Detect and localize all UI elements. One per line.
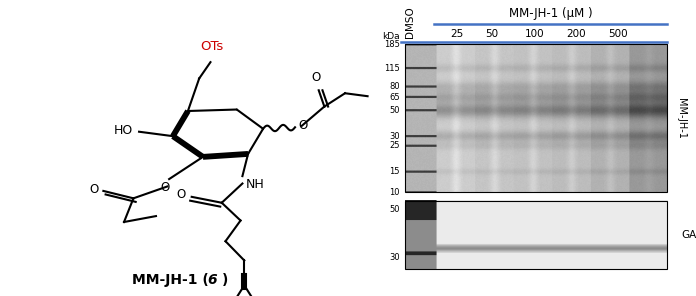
Text: 25: 25	[450, 29, 463, 39]
Text: HO: HO	[114, 124, 134, 137]
Text: GAPDH: GAPDH	[681, 230, 696, 240]
Text: 10: 10	[389, 188, 400, 197]
Text: O: O	[160, 181, 169, 194]
Text: NH: NH	[246, 178, 264, 192]
Text: OTs: OTs	[200, 40, 224, 53]
Text: O: O	[298, 119, 308, 132]
Text: 25: 25	[389, 141, 400, 150]
Bar	[405, 201, 667, 269]
Text: 30: 30	[389, 252, 400, 262]
Text: 65: 65	[389, 93, 400, 102]
Text: MM-JH-1: MM-JH-1	[677, 98, 686, 139]
Text: 50: 50	[389, 106, 400, 115]
Text: MM-JH-1 (: MM-JH-1 (	[132, 273, 208, 287]
Text: 80: 80	[389, 82, 400, 91]
Bar	[405, 44, 667, 192]
Text: DMSO: DMSO	[404, 6, 415, 38]
Text: 100: 100	[524, 29, 544, 39]
Text: 6: 6	[207, 273, 217, 287]
Text: 15: 15	[389, 167, 400, 176]
Text: 200: 200	[567, 29, 586, 39]
Text: 500: 500	[608, 29, 628, 39]
Text: ): )	[222, 273, 228, 287]
Text: MM-JH-1 (μM ): MM-JH-1 (μM )	[509, 7, 592, 20]
Text: O: O	[89, 183, 98, 196]
Text: 50: 50	[389, 205, 400, 214]
Text: 115: 115	[384, 64, 400, 73]
Text: O: O	[177, 188, 186, 201]
Text: 30: 30	[389, 132, 400, 141]
Text: 50: 50	[486, 29, 498, 39]
Text: O: O	[311, 71, 321, 84]
Text: kDa: kDa	[382, 33, 400, 41]
Text: 185: 185	[384, 40, 400, 49]
